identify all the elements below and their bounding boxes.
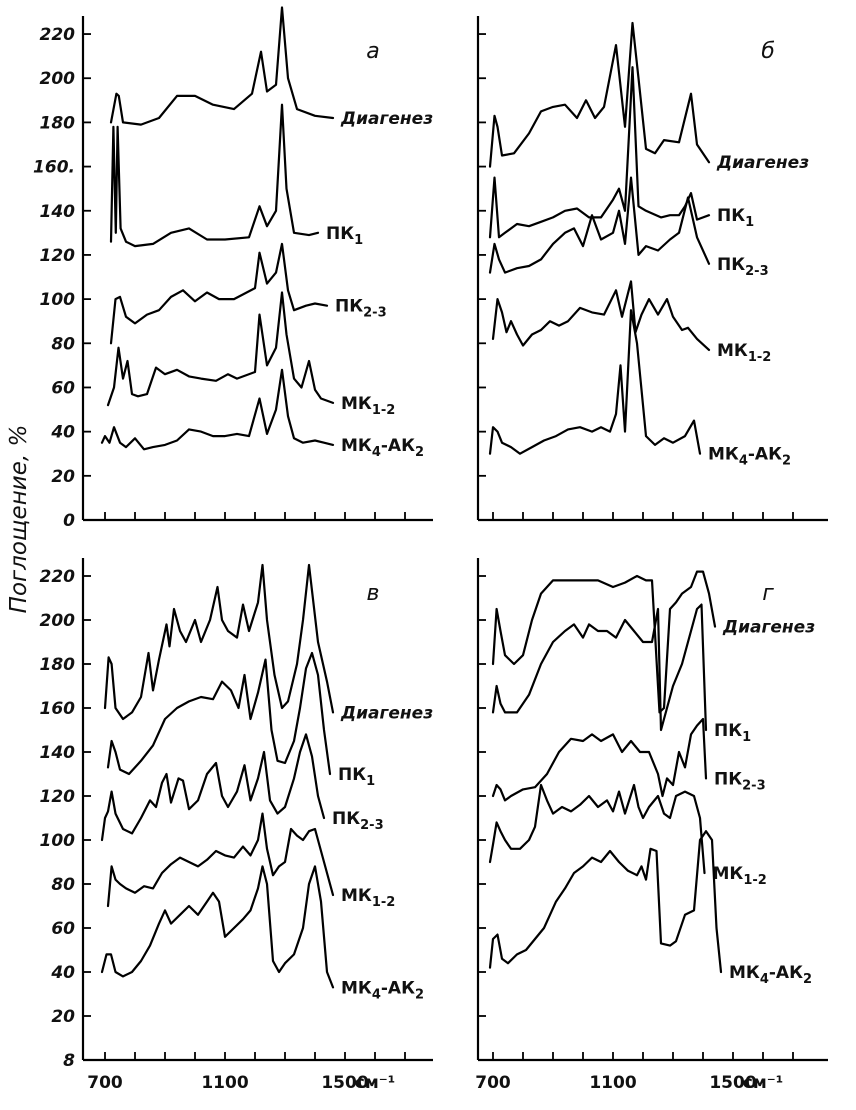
y-tick-label: 140 <box>40 202 76 222</box>
y-tick-label: 100 <box>40 831 76 851</box>
y-tick-label: 0 <box>63 511 75 531</box>
series-label-2: ПК2-3 <box>335 297 387 321</box>
series-line-1 <box>491 603 708 732</box>
panel-letter: б <box>761 39 775 64</box>
series-line-1 <box>109 103 320 248</box>
x-tick-label: 700 <box>475 1073 511 1093</box>
y-tick-label: 80 <box>51 875 75 895</box>
series-line-2 <box>488 176 711 274</box>
y-tick-label: 40 <box>50 963 75 983</box>
series-line-0 <box>109 6 335 126</box>
y-tick-label: 20 <box>51 467 75 487</box>
y-tick-label: 40 <box>50 423 75 443</box>
series-label-1: ПК1 <box>326 224 363 248</box>
series-label-3: МК1-2 <box>341 886 395 910</box>
y-tick-label: 160. <box>33 158 75 178</box>
series-line-3 <box>106 812 335 908</box>
series-line-4 <box>100 368 335 451</box>
x-units-label: см⁻¹ <box>355 1073 395 1093</box>
chart-panel-1: б Диагенез ПК1 ПК2-3 МК1-2 МК4-АК2 <box>476 16 828 522</box>
panel-letter: г <box>762 581 774 606</box>
x-tick-label: 1100 <box>589 1073 636 1093</box>
series-label-4: МК4-АК2 <box>708 445 791 469</box>
x-tick-label: 700 <box>87 1073 123 1093</box>
series-label-2: ПК2-3 <box>714 769 766 793</box>
series-label-1: ПК1 <box>717 206 754 230</box>
series-line-3 <box>491 280 711 351</box>
series-line-0 <box>491 570 717 714</box>
y-tick-label: 100 <box>40 290 76 310</box>
chart-panel-2: 8 20 40 60 80 100 120 140 160 180 200 220 700 1100 150… <box>40 558 433 1093</box>
y-tick-label: 200 <box>40 69 76 89</box>
series-line-0 <box>103 563 335 721</box>
y-tick-label: 180 <box>40 113 76 133</box>
series-label-4: МК4-АК2 <box>729 963 812 987</box>
x-tick-label: 1100 <box>201 1073 248 1093</box>
series-label-4: МК4-АК2 <box>341 978 424 1002</box>
series-line-2 <box>491 717 708 802</box>
series-label-3: МК1-2 <box>713 864 767 888</box>
series-label-0: Диагенез <box>716 153 809 173</box>
series-label-1: ПК1 <box>338 765 375 789</box>
y-tick-label: 220 <box>40 25 76 45</box>
panel-letter: а <box>366 39 379 64</box>
series-line-3 <box>488 783 706 875</box>
series-line-4 <box>488 830 723 974</box>
series-line-2 <box>100 733 326 842</box>
series-line-4 <box>100 865 335 989</box>
series-label-2: ПК2-3 <box>332 809 384 833</box>
y-tick-label: 160 <box>40 699 76 719</box>
panels-group: 0 20 40 60 80 100 120 140 160. 180 200 220 а Диагенез… <box>33 6 828 1093</box>
panel-letter: в <box>367 581 380 606</box>
series-line-3 <box>106 291 335 407</box>
y-tick-label: 140 <box>40 743 76 763</box>
x-units-label: см⁻¹ <box>743 1073 783 1093</box>
series-line-4 <box>488 309 702 455</box>
chart-panel-0: 0 20 40 60 80 100 120 140 160. 180 200 220 а Диагенез… <box>33 6 433 531</box>
y-tick-label: 8 <box>63 1051 75 1071</box>
y-tick-label: 20 <box>51 1007 75 1027</box>
series-line-0 <box>488 21 711 168</box>
series-label-2: ПК2-3 <box>717 255 769 279</box>
series-label-3: МК1-2 <box>341 394 395 418</box>
x-tick-label: 1500 <box>709 1073 756 1093</box>
series-label-0: Диагенез <box>340 109 433 129</box>
x-tick-label: 1500 <box>321 1073 368 1093</box>
series-line-2 <box>109 242 329 345</box>
series-label-3: МК1-2 <box>717 341 771 365</box>
series-label-0: Диагенез <box>722 618 815 638</box>
series-line-1 <box>106 651 332 776</box>
y-tick-label: 180 <box>40 655 76 675</box>
y-tick-label: 60 <box>51 919 75 939</box>
series-label-4: МК4-АК2 <box>341 436 424 460</box>
series-label-0: Диагенез <box>340 703 433 723</box>
series-line-1 <box>488 66 711 239</box>
y-tick-label: 120 <box>40 787 76 807</box>
y-tick-label: 120 <box>40 246 76 266</box>
y-tick-label: 60 <box>51 378 75 398</box>
series-label-1: ПК1 <box>714 721 751 745</box>
y-tick-label: 220 <box>40 567 76 587</box>
y-tick-label: 200 <box>40 611 76 631</box>
y-axis-title: Поглощение, % <box>6 425 32 614</box>
y-tick-label: 80 <box>51 334 75 354</box>
